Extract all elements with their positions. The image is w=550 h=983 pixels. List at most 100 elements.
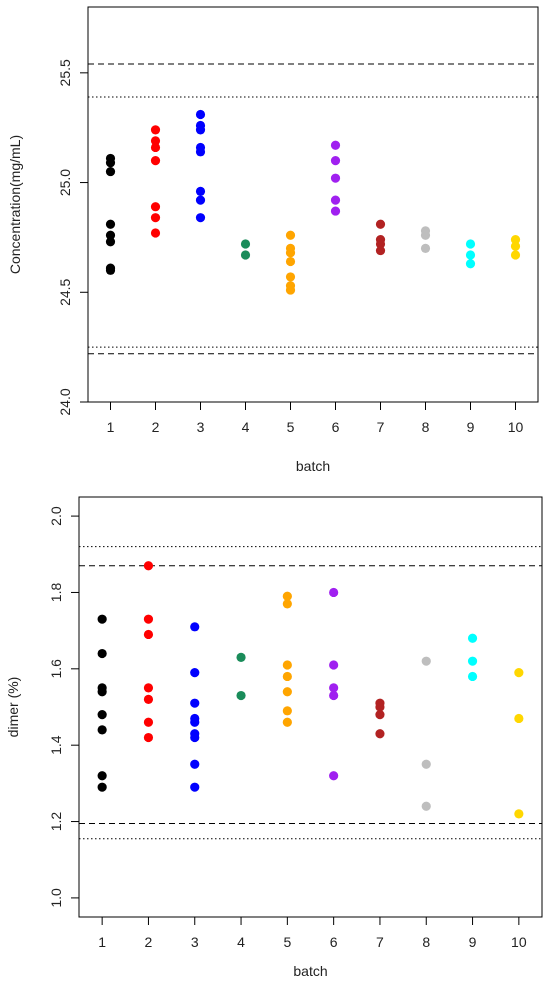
x-tick-label: 9 <box>469 934 477 950</box>
data-point <box>105 219 116 229</box>
data-point <box>514 713 524 724</box>
series-batch-6 <box>330 140 341 216</box>
y-tick-label: 25.0 <box>57 169 73 196</box>
x-tick-label: 6 <box>330 934 338 950</box>
x-tick-label: 5 <box>287 419 295 435</box>
data-point <box>330 173 341 183</box>
series-batch-1 <box>105 153 116 275</box>
series-batch-10 <box>514 668 524 819</box>
plot-frame <box>87 6 539 403</box>
y-tick-label: 1.0 <box>48 888 64 908</box>
data-point <box>282 717 292 727</box>
data-point <box>97 710 107 720</box>
y-tick-label: 1.6 <box>48 659 64 679</box>
data-point <box>143 717 154 727</box>
x-tick-label: 2 <box>152 419 160 435</box>
data-point <box>150 125 161 135</box>
data-point <box>190 732 200 743</box>
x-tick-label: 3 <box>191 934 199 950</box>
series-batch-4 <box>236 652 246 701</box>
y-tick-label: 2.0 <box>48 506 64 526</box>
data-point <box>329 660 339 670</box>
plot-frame <box>78 496 543 918</box>
data-point <box>330 195 341 205</box>
data-point <box>329 771 339 781</box>
series-batch-3 <box>190 622 200 792</box>
data-point <box>190 668 200 678</box>
data-point <box>329 690 339 701</box>
y-tick-label: 24.0 <box>57 388 73 415</box>
data-point <box>421 801 431 811</box>
series-batch-2 <box>143 561 154 743</box>
y-axis: 1.0 1.2 1.4 1.6 1.8 2.0 <box>48 506 79 908</box>
data-point <box>329 587 339 598</box>
data-point <box>240 250 251 260</box>
concentration-chart: 24.0 24.5 25.0 25.5 1 2 3 4 5 6 7 8 9 10 batch Concentr… <box>7 6 539 474</box>
data-point <box>195 109 206 120</box>
x-axis-title: batch <box>296 458 330 474</box>
data-point <box>190 759 200 769</box>
x-tick-label: 4 <box>237 934 245 950</box>
data-point <box>375 729 385 739</box>
data-point <box>282 599 292 609</box>
x-tick-label: 10 <box>511 934 527 950</box>
y-tick-label: 24.5 <box>57 278 73 305</box>
data-point <box>150 213 161 223</box>
data-point <box>150 136 161 146</box>
y-tick-label: 1.2 <box>48 812 64 832</box>
data-point <box>421 656 431 666</box>
data-point <box>465 250 476 260</box>
series-batch-2 <box>150 125 161 238</box>
x-tick-label: 8 <box>422 419 430 435</box>
data-point <box>421 759 431 769</box>
data-point <box>285 272 296 282</box>
data-point <box>97 725 107 735</box>
x-tick-label: 6 <box>332 419 340 435</box>
data-point <box>375 239 386 249</box>
data-point <box>236 652 246 662</box>
data-point <box>143 629 154 640</box>
data-point <box>282 706 292 716</box>
x-tick-label: 2 <box>145 934 153 950</box>
data-point <box>195 195 206 205</box>
series-batch-5 <box>282 591 292 727</box>
data-point <box>97 614 107 624</box>
data-point <box>467 633 478 643</box>
data-point <box>150 202 161 212</box>
data-point <box>236 690 246 701</box>
series-batch-5 <box>285 230 296 295</box>
x-tick-label: 3 <box>197 419 205 435</box>
series-batch-4 <box>240 239 251 260</box>
data-point <box>465 259 476 269</box>
data-point <box>97 771 107 781</box>
x-tick-label: 8 <box>422 934 430 950</box>
data-point <box>375 219 386 229</box>
y-tick-label: 1.8 <box>48 583 64 603</box>
data-point <box>285 285 296 295</box>
data-point <box>105 158 116 168</box>
data-point <box>282 687 292 697</box>
x-axis: 1 2 3 4 5 6 7 8 9 10 <box>107 402 523 435</box>
data-point <box>465 239 476 249</box>
data-point <box>420 243 431 253</box>
data-point <box>150 142 161 153</box>
data-point <box>420 230 431 240</box>
data-point <box>195 147 206 157</box>
y-axis-title: dimer (%) <box>5 677 21 738</box>
x-tick-label: 4 <box>242 419 250 435</box>
data-point <box>143 614 154 624</box>
data-point <box>285 230 296 240</box>
data-point <box>150 156 161 166</box>
series-batch-1 <box>97 614 107 792</box>
data-point <box>97 648 107 659</box>
data-point <box>282 671 292 682</box>
data-point <box>240 239 251 249</box>
series-batch-7 <box>375 698 385 739</box>
x-tick-label: 9 <box>467 419 475 435</box>
data-point <box>330 156 341 166</box>
data-point <box>514 668 524 678</box>
data-point <box>150 228 161 238</box>
data-point <box>329 683 339 693</box>
dimer-chart: 1.0 1.2 1.4 1.6 1.8 2.0 1 2 3 4 5 6 7 8 9 10 batch dimer … <box>5 496 543 979</box>
data-point <box>190 782 200 792</box>
